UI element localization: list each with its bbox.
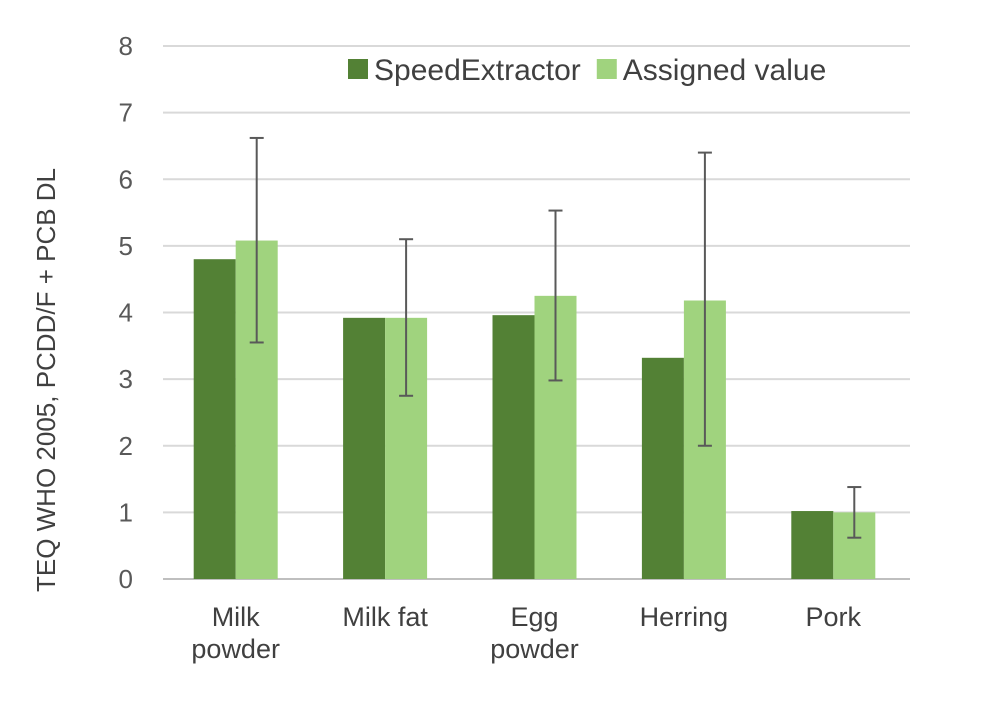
legend-label: Assigned value xyxy=(623,54,826,87)
legend-label: SpeedExtractor xyxy=(374,54,581,87)
bar xyxy=(791,511,834,579)
legend-swatch xyxy=(596,59,617,79)
legend-swatch xyxy=(348,59,368,79)
y-tick-label: 7 xyxy=(119,98,133,128)
category-label: Egg xyxy=(510,602,558,632)
category-label: Milk fat xyxy=(342,602,428,632)
legend: SpeedExtractor Assigned value xyxy=(348,54,826,87)
bars xyxy=(193,240,876,580)
y-tick-label: 5 xyxy=(119,231,133,261)
category-label: Milk xyxy=(212,602,260,632)
bar xyxy=(193,259,236,579)
y-axis-label: TEQ WHO 2005, PCDD/F + PCB DL xyxy=(31,168,61,592)
y-tick-label: 0 xyxy=(119,564,133,594)
y-tick-label: 2 xyxy=(119,431,133,461)
category-label: Pork xyxy=(806,602,862,632)
y-tick-label: 3 xyxy=(119,364,133,394)
y-tick-label: 8 xyxy=(119,31,133,61)
y-tick-label: 6 xyxy=(119,164,133,194)
bar xyxy=(492,315,535,579)
y-tick-labels: 0 1 2 3 4 5 6 7 8 xyxy=(119,31,133,594)
category-label: Herring xyxy=(640,602,729,632)
category-label: powder xyxy=(490,634,579,664)
bar xyxy=(343,317,386,579)
y-tick-label: 4 xyxy=(119,298,133,328)
bar xyxy=(641,357,684,579)
category-label: powder xyxy=(191,634,280,664)
error-bars xyxy=(249,136,862,539)
y-tick-label: 1 xyxy=(119,497,133,527)
